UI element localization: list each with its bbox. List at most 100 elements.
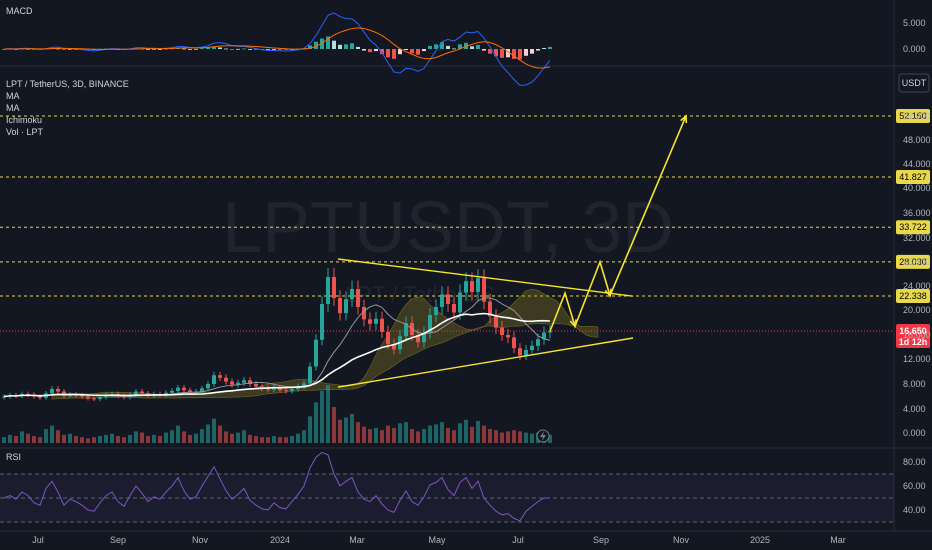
time-tick-label: Nov: [673, 535, 690, 545]
volume-bar: [86, 438, 90, 443]
candle-body: [302, 383, 306, 387]
candle-body: [530, 345, 534, 350]
time-tick-label: Mar: [349, 535, 365, 545]
macd-histogram-bar: [332, 40, 336, 49]
indicator-volume[interactable]: Vol · LPT: [6, 127, 44, 137]
volume-bar: [422, 429, 426, 443]
macd-histogram-bar: [476, 44, 480, 49]
candle-body: [206, 384, 210, 389]
time-tick-label: Jul: [32, 535, 44, 545]
candle-body: [470, 281, 474, 292]
volume-bar: [512, 430, 516, 443]
volume-bar: [116, 436, 120, 443]
volume-bar: [302, 430, 306, 443]
macd-histogram-bar: [206, 47, 210, 49]
price-tick-label: 40.000: [903, 183, 931, 193]
volume-bar: [374, 427, 378, 443]
candle-body: [326, 277, 330, 304]
lightning-icon[interactable]: [536, 429, 550, 443]
volume-bar: [410, 429, 414, 443]
price-tick-label: 44.000: [903, 159, 931, 169]
volume-bar: [380, 430, 384, 443]
macd-title[interactable]: MACD: [6, 6, 33, 16]
volume-bar: [74, 436, 78, 443]
macd-histogram-bar: [542, 47, 546, 49]
volume-bar: [224, 431, 228, 443]
rsi-title[interactable]: RSI: [6, 452, 21, 462]
candle-body: [284, 390, 288, 392]
current-price-badge: [896, 323, 930, 348]
candle-body: [368, 319, 372, 324]
macd-histogram-bar: [248, 49, 252, 50]
candle-body: [92, 398, 96, 400]
indicator-ichimoku[interactable]: Ichimoku: [6, 115, 42, 125]
volume-bar: [398, 423, 402, 443]
price-level-badge: [896, 109, 930, 123]
volume-bar: [434, 424, 438, 443]
volume-bar: [8, 434, 12, 443]
price-level-label: 33.722: [899, 222, 927, 232]
volume-bar: [266, 437, 270, 443]
candle-body: [338, 298, 342, 314]
time-tick-label: May: [428, 535, 446, 545]
candle-body: [242, 380, 246, 383]
volume-bar: [416, 431, 420, 443]
volume-bar: [548, 434, 552, 443]
candle-body: [500, 327, 504, 335]
macd-signal-line: [3, 27, 551, 69]
volume-bar: [146, 436, 150, 443]
macd-histogram-bar: [194, 48, 198, 50]
volume-bar: [20, 431, 24, 443]
price-tick-label: 48.000: [903, 135, 931, 145]
time-tick-label: 2025: [750, 535, 770, 545]
macd-histogram-bar: [512, 49, 516, 59]
rsi-panel: [0, 451, 894, 523]
triangle-lower-trendline[interactable]: [337, 337, 634, 388]
volume-bar: [134, 431, 138, 443]
triangle-upper-trendline[interactable]: [337, 258, 634, 297]
macd-histogram-bar: [2, 49, 6, 50]
volume-bar: [254, 436, 258, 443]
indicator-ma-1[interactable]: MA: [6, 91, 20, 101]
candle-body: [248, 380, 252, 384]
axes: 52.000 48.000 44.000 40.000 36.000 32.000 28.0…: [32, 18, 930, 545]
projection-path[interactable]: [549, 115, 687, 332]
candle-body: [170, 390, 174, 393]
candle-body: [254, 384, 258, 387]
macd-histogram-bar: [524, 49, 528, 56]
macd-histogram-bar: [236, 48, 240, 50]
candle-body: [476, 278, 480, 292]
macd-histogram-bar: [494, 49, 498, 57]
candle-body: [374, 318, 378, 324]
macd-histogram-bar: [182, 48, 186, 50]
price-level-badge: [896, 170, 930, 185]
volume-bar: [14, 436, 18, 443]
volume-bar: [50, 425, 54, 443]
volume-bar: [494, 430, 498, 443]
symbol-title[interactable]: LPT / TetherUS, 3D, BINANCE: [6, 79, 129, 89]
macd-histogram-bar: [152, 48, 156, 50]
price-tick-label: 36.000: [903, 208, 931, 218]
macd-histogram-bar: [212, 46, 216, 49]
candle-body: [86, 396, 90, 399]
volume-bar: [518, 431, 522, 443]
volume-bar: [62, 434, 66, 443]
price-level-label: 41.827: [899, 172, 927, 182]
projection-arrowhead: [569, 319, 577, 329]
candle-body: [212, 375, 216, 384]
price-candles: [2, 267, 552, 402]
volume-bar: [188, 434, 192, 443]
volume-bar: [482, 425, 486, 443]
volume-bar: [476, 420, 480, 443]
candle-body: [140, 391, 144, 394]
indicator-ma-2[interactable]: MA: [6, 103, 20, 113]
price-tick-label: 32.000: [903, 233, 931, 243]
volume-bar: [446, 427, 450, 443]
trend-drawings[interactable]: [337, 114, 688, 388]
candle-body: [200, 388, 204, 392]
volume-bar: [2, 437, 6, 443]
currency-badge[interactable]: [898, 73, 930, 93]
candle-body: [506, 335, 510, 338]
volume-bar: [44, 429, 48, 443]
